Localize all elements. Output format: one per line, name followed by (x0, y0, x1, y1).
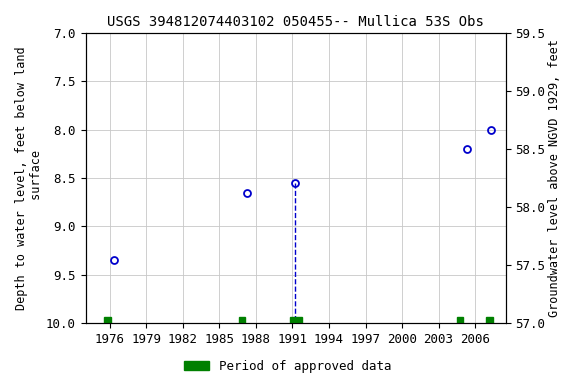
Bar (239, 318, 245, 323)
Bar (457, 318, 463, 323)
Y-axis label: Groundwater level above NGVD 1929, feet: Groundwater level above NGVD 1929, feet (548, 39, 561, 317)
Bar (290, 318, 302, 323)
Bar (104, 318, 111, 323)
Legend: Period of approved data: Period of approved data (179, 355, 397, 378)
Bar (486, 318, 493, 323)
Y-axis label: Depth to water level, feet below land
 surface: Depth to water level, feet below land su… (15, 46, 43, 310)
Title: USGS 394812074403102 050455-- Mullica 53S Obs: USGS 394812074403102 050455-- Mullica 53… (107, 15, 484, 29)
